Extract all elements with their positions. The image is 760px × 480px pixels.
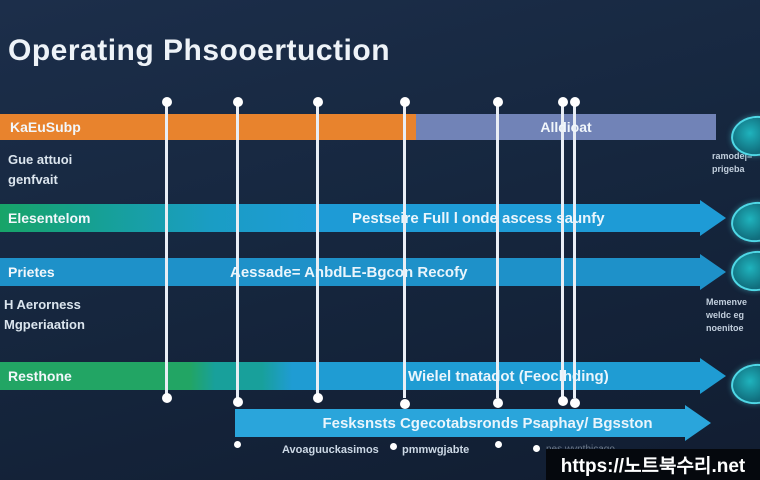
arrowhead-icon bbox=[700, 358, 726, 394]
phase1-bar-slate bbox=[416, 114, 716, 140]
marker-dot bbox=[570, 398, 580, 408]
marker-dot bbox=[233, 97, 243, 107]
timeline-vline bbox=[496, 103, 499, 398]
annotation-line: H Aerorness bbox=[4, 297, 81, 312]
marker-dot bbox=[400, 97, 410, 107]
marker-dot bbox=[558, 396, 568, 406]
phase1-segment2-label: Alldioat bbox=[540, 119, 592, 135]
arrowhead-icon bbox=[700, 200, 726, 236]
timeline-vline bbox=[403, 103, 406, 398]
marker-dot bbox=[313, 393, 323, 403]
marker-dot bbox=[533, 445, 540, 452]
marker-dot bbox=[558, 97, 568, 107]
phase4-text: Wielel tnatadot (Feoclhding) bbox=[408, 367, 609, 385]
marker-dot bbox=[162, 97, 172, 107]
footer-label-2: pmmwgjabte bbox=[402, 444, 470, 456]
annotation-line: Gue attuoi bbox=[8, 152, 73, 167]
phase2-label: Elesentelom bbox=[8, 210, 91, 226]
annotation-line: Mgperiaation bbox=[4, 317, 85, 332]
phase5-text: Fesksnsts Cgecotabsronds Psaphay/ Bgssto… bbox=[322, 414, 653, 432]
marker-dot bbox=[313, 97, 323, 107]
phase1-label: KaEuSubp bbox=[10, 119, 81, 135]
phase4-label: Resthone bbox=[8, 368, 72, 384]
phase1-bar-orange bbox=[0, 114, 416, 140]
watermark-url: https://노트북수리.net bbox=[546, 449, 760, 480]
marker-dot bbox=[570, 97, 580, 107]
ellipse-node-icon bbox=[728, 360, 760, 408]
marker-dot bbox=[493, 398, 503, 408]
arrowhead-icon bbox=[685, 405, 711, 441]
phase3-label: Prietes bbox=[8, 264, 55, 280]
annotation-line: noenitoe bbox=[706, 323, 744, 333]
phase2-bar bbox=[0, 204, 700, 232]
annotation-line: prigeba bbox=[712, 164, 745, 174]
phase4-bar bbox=[0, 362, 700, 390]
page-title: Operating Phsooertuction bbox=[8, 34, 391, 67]
marker-dot bbox=[493, 97, 503, 107]
annotation-left-2: H Aerorness Mgperiaation bbox=[4, 295, 85, 335]
marker-dot bbox=[233, 397, 243, 407]
phase3-text: Aessade= AnbdLE-Bgcon Recofy bbox=[230, 263, 468, 281]
timeline-vline bbox=[561, 103, 564, 398]
marker-dot bbox=[234, 441, 241, 448]
phase3-bar bbox=[0, 258, 700, 286]
marker-dot bbox=[495, 441, 502, 448]
ellipse-node-icon bbox=[728, 198, 760, 246]
phase2-text: Pestseire Full l onde ascess saunfy bbox=[352, 209, 605, 227]
arrowhead-icon bbox=[700, 254, 726, 290]
ellipse-node-icon bbox=[728, 247, 760, 295]
annotation-line: weldc eg bbox=[706, 310, 745, 320]
timeline-vline bbox=[236, 103, 239, 398]
footer-label-1: Avoaguuckasimos bbox=[282, 444, 379, 456]
marker-dot bbox=[400, 399, 410, 409]
marker-dot bbox=[162, 393, 172, 403]
timeline-vline bbox=[573, 103, 576, 398]
marker-dot bbox=[390, 443, 397, 450]
timeline-vline bbox=[316, 103, 319, 398]
annotation-line: ramode|= bbox=[712, 151, 753, 161]
phase5-bar bbox=[235, 409, 685, 437]
annotation-line: Memenve bbox=[706, 297, 748, 307]
annotation-line: genfvait bbox=[8, 172, 58, 187]
annotation-right-2: Memenve weldc eg noenitoe bbox=[706, 296, 747, 335]
timeline-vline bbox=[165, 103, 168, 398]
annotation-left-1: Gue attuoi genfvait bbox=[8, 150, 72, 190]
annotation-right-1: ramode|= prigeba bbox=[712, 150, 752, 176]
